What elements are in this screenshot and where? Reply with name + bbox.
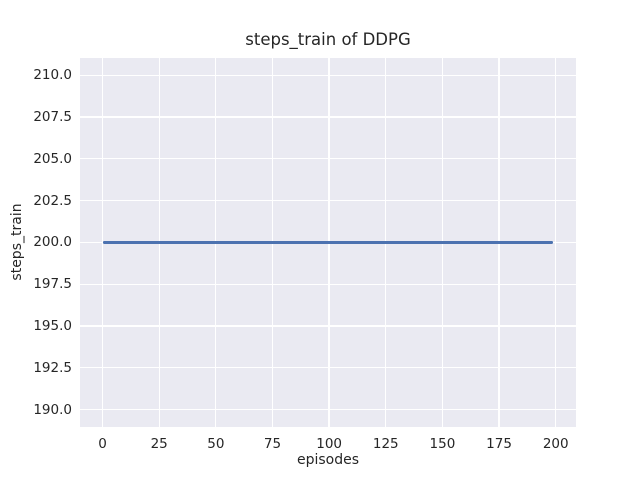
y-tick-label: 190.0 (33, 401, 72, 418)
x-tick-label: 50 (207, 436, 225, 452)
x-tick-label: 175 (486, 436, 512, 452)
x-tick-label: 150 (429, 436, 456, 452)
chart-title: steps_train of DDPG (245, 30, 411, 49)
y-tick-label: 192.5 (33, 359, 72, 376)
y-tick-label: 202.5 (33, 192, 72, 209)
grid-line-horizontal (80, 325, 576, 327)
data-line (102, 241, 554, 244)
grid-line-horizontal (80, 116, 576, 118)
grid-line-horizontal (80, 74, 576, 76)
y-tick-label: 197.5 (33, 276, 72, 293)
grid-line-horizontal (80, 199, 576, 202)
grid-line-horizontal (80, 408, 576, 411)
x-tick-label: 100 (316, 436, 343, 452)
y-tick-label: 195.0 (33, 318, 72, 335)
grid-line-vertical (555, 57, 557, 428)
y-tick-label: 207.5 (33, 108, 72, 125)
grid-line-horizontal (80, 158, 576, 160)
y-tick-label: 200.0 (33, 234, 72, 251)
grid-line-horizontal (80, 283, 576, 285)
x-tick-label: 200 (542, 436, 569, 452)
grid-line-horizontal (80, 367, 576, 369)
x-axis-label: episodes (296, 452, 360, 468)
y-tick-label: 210.0 (33, 67, 72, 84)
x-tick-label: 125 (372, 436, 399, 452)
y-tick-label: 205.0 (33, 150, 72, 167)
x-tick-label: 75 (263, 436, 282, 452)
plot-area (80, 57, 576, 428)
x-tick-label: 0 (98, 436, 107, 452)
x-tick-label: 25 (150, 436, 168, 452)
